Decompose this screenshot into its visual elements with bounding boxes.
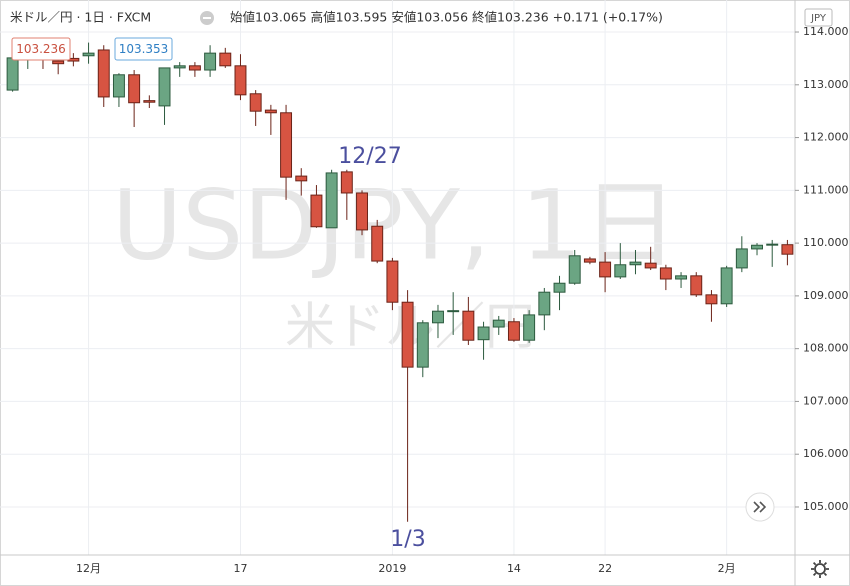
ohlc-header: 始値103.065 高値103.595 安値103.056 終値103.236 … xyxy=(230,10,663,25)
candle-body xyxy=(173,65,186,69)
candle-body xyxy=(705,294,718,305)
y-tick-label: 112.000 xyxy=(803,131,849,144)
candle-body xyxy=(82,52,95,57)
y-tick-label: 109.000 xyxy=(803,289,849,302)
candle-body xyxy=(675,275,688,280)
gear-icon[interactable] xyxy=(814,563,826,575)
y-tick-label: 114.000 xyxy=(803,25,849,38)
candle-body xyxy=(751,244,763,250)
candle-body xyxy=(280,112,293,178)
candle-body xyxy=(781,244,794,255)
candle-body xyxy=(310,194,323,228)
candle-body xyxy=(432,310,444,324)
currency-box[interactable] xyxy=(804,8,833,27)
candle-body xyxy=(188,65,201,71)
candle-body xyxy=(477,326,490,341)
candle-body xyxy=(614,264,627,278)
x-tick-label: 12月 xyxy=(76,562,101,575)
y-tick-label: 111.000 xyxy=(803,183,849,196)
candle-body xyxy=(249,93,262,112)
candle-body xyxy=(599,261,612,278)
candle-body xyxy=(553,282,566,293)
candle-body xyxy=(538,291,551,316)
candle-body xyxy=(583,258,596,263)
x-tick-label: 14 xyxy=(507,562,521,575)
scroll-icon xyxy=(753,501,767,513)
x-tick-label: 17 xyxy=(233,562,247,575)
candle-body xyxy=(766,243,779,246)
candle-body xyxy=(523,314,536,341)
candle-body xyxy=(204,52,217,71)
candle-body xyxy=(325,172,338,229)
axes-layer: 105.000 106.000 107.000 108.000 109.000 110.0… xyxy=(76,25,848,575)
header: 米ドル／円 · 1日 · FXCM 始値103.065 高値103.595 安値… xyxy=(10,8,833,61)
candle-body xyxy=(416,322,429,368)
price-label: 103.236 xyxy=(16,42,66,56)
chart-title: 米ドル／円 · 1日 · FXCM xyxy=(10,10,151,25)
y-tick-label: 107.000 xyxy=(803,394,849,407)
candle-body xyxy=(356,192,368,231)
candle-body xyxy=(735,248,748,269)
y-tick-label: 113.000 xyxy=(803,78,849,91)
candle-body xyxy=(371,225,384,262)
candle-body xyxy=(568,255,581,284)
candle-body xyxy=(128,74,141,104)
x-tick-label: 2月 xyxy=(718,562,736,575)
candle-body xyxy=(644,262,657,269)
candle-body xyxy=(720,267,733,305)
gear-teeth xyxy=(811,560,829,578)
candle-body xyxy=(234,65,247,96)
x-tick-label: 2019 xyxy=(378,562,406,575)
candle-body xyxy=(447,310,460,313)
y-tick-label: 108.000 xyxy=(803,342,849,355)
y-tick-label: 106.000 xyxy=(803,447,849,460)
scroll-button[interactable] xyxy=(745,492,775,522)
candle-body xyxy=(112,74,125,98)
candle-body xyxy=(386,260,399,303)
candle-body xyxy=(264,109,277,114)
candle-body xyxy=(340,171,353,194)
candle-body xyxy=(462,310,475,341)
settings-button[interactable] xyxy=(811,560,829,578)
price-label-box xyxy=(11,37,71,61)
currency: JPY xyxy=(810,13,827,24)
annotation: 1/3 xyxy=(390,527,425,552)
y-tick-label: 105.000 xyxy=(803,500,849,513)
y-tick-label: 110.000 xyxy=(803,236,849,249)
candle-body xyxy=(690,275,703,296)
candles-layer xyxy=(6,42,794,522)
candle-body xyxy=(295,175,308,182)
price-label: 103.353 xyxy=(119,42,169,56)
candle-body xyxy=(97,49,110,98)
candle-body xyxy=(659,267,672,280)
candle-body xyxy=(158,67,171,107)
x-tick-label: 22 xyxy=(598,562,612,575)
candle-body xyxy=(6,57,19,91)
candle-body xyxy=(401,301,414,368)
candle-body xyxy=(219,52,232,67)
candle-body xyxy=(143,100,156,103)
candle-body xyxy=(52,60,65,65)
price-label-box xyxy=(114,37,173,61)
candle-body xyxy=(492,319,505,328)
annotation: 12/27 xyxy=(338,144,401,169)
candle-body xyxy=(629,261,642,266)
candle-body xyxy=(507,321,520,341)
